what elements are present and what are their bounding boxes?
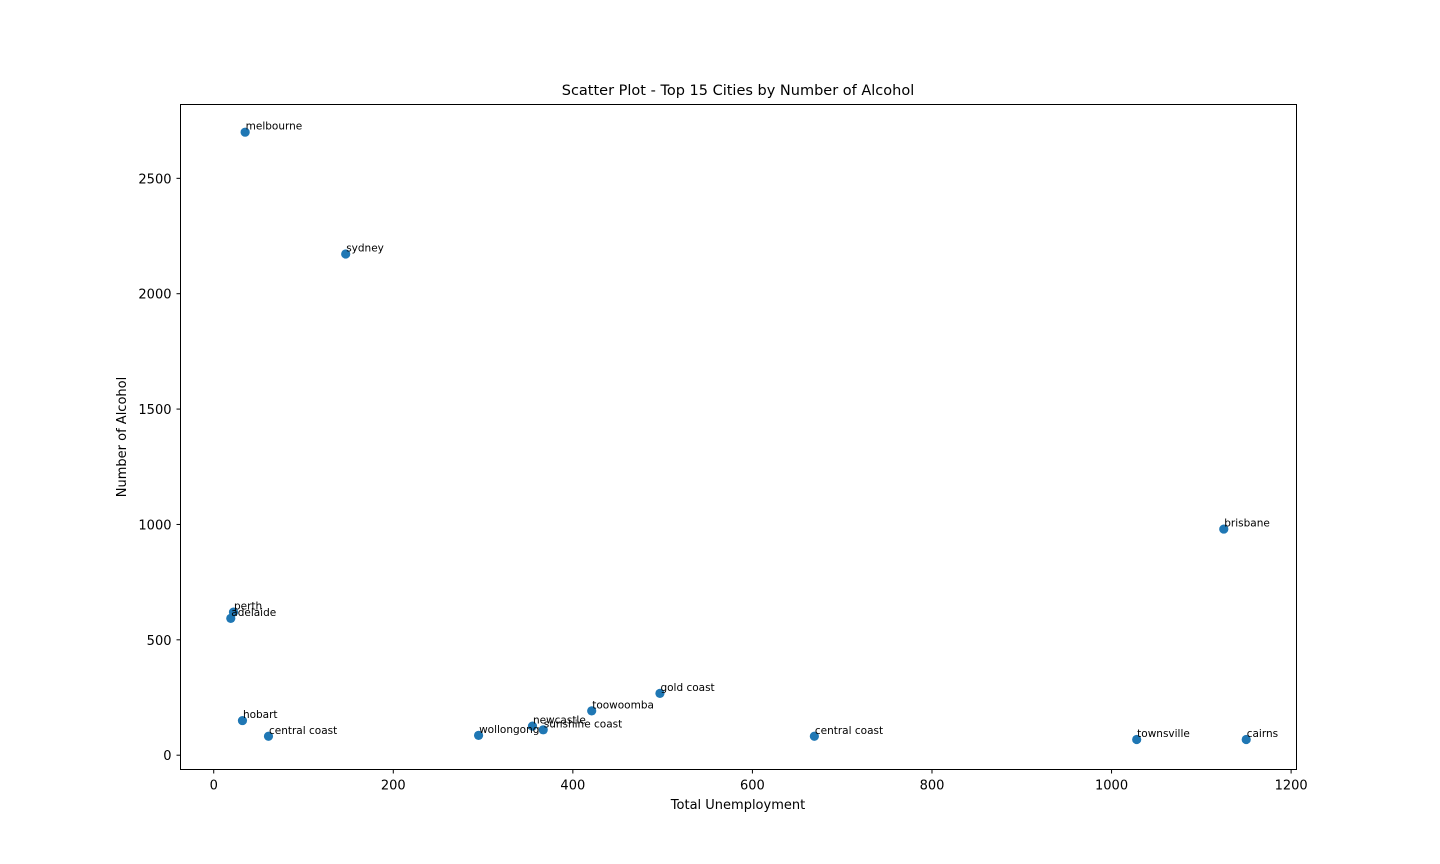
- data-point: [538, 725, 548, 735]
- y-tick-label: 2000: [138, 288, 171, 303]
- data-point-label: perth: [234, 601, 262, 613]
- x-tick-label: 0: [210, 779, 218, 794]
- data-point: [587, 706, 597, 716]
- data-point: [473, 730, 484, 740]
- x-tick-label: 1200: [1275, 779, 1308, 794]
- x-tick-label: 1000: [1095, 779, 1128, 794]
- y-tick-label: 1500: [138, 403, 171, 418]
- data-point-label: sydney: [346, 243, 384, 255]
- y-axis-ticks: 0 500 1000 1500 2000 2500: [138, 172, 181, 764]
- data-point: [226, 613, 236, 623]
- data-point: [1132, 734, 1142, 745]
- data-point: [1219, 524, 1229, 534]
- data-point: [341, 249, 351, 259]
- data-point: [1241, 734, 1251, 745]
- y-tick-label: 500: [147, 634, 172, 649]
- data-point-label: gold coast: [660, 682, 714, 694]
- data-point-label: melbourne: [246, 121, 303, 133]
- data-point: [263, 731, 274, 741]
- y-tick-label: 1000: [138, 518, 171, 533]
- x-axis-label: Total Unemployment: [670, 798, 805, 813]
- data-point-label: wollongong: [479, 724, 539, 736]
- data-point: [240, 127, 250, 137]
- data-point: [237, 715, 248, 726]
- x-tick-label: 600: [740, 779, 765, 794]
- data-point-label: hobart: [243, 709, 278, 721]
- data-point-label: central coast: [269, 725, 337, 737]
- data-point-label: brisbane: [1224, 518, 1270, 530]
- data-point: [809, 731, 819, 741]
- data-point: [655, 688, 665, 698]
- chart-title: Scatter Plot - Top 15 Cities by Number o…: [562, 83, 915, 99]
- x-tick-label: 200: [381, 779, 406, 794]
- data-point-label: central coast: [815, 725, 883, 737]
- y-tick-label: 0: [163, 749, 171, 764]
- x-tick-label: 800: [920, 779, 945, 794]
- data-point-label: cairns: [1247, 728, 1278, 740]
- y-axis-label: Number of Alcohol: [115, 377, 130, 497]
- plot-area-frame: [180, 104, 1297, 770]
- x-tick-label: 400: [560, 779, 585, 794]
- data-point-label: townsville: [1137, 728, 1190, 740]
- y-tick-label: 2500: [138, 172, 171, 187]
- data-points: [226, 127, 1251, 745]
- data-point-label: toowoomba: [592, 699, 654, 711]
- data-point-label: adelaide: [231, 607, 276, 619]
- data-point-label: newcastle: [533, 715, 586, 727]
- data-point: [527, 721, 538, 731]
- x-axis-ticks: 0 200 400 600 800 1000 1200: [210, 769, 1308, 794]
- data-point-label: sunshine coast: [544, 718, 623, 730]
